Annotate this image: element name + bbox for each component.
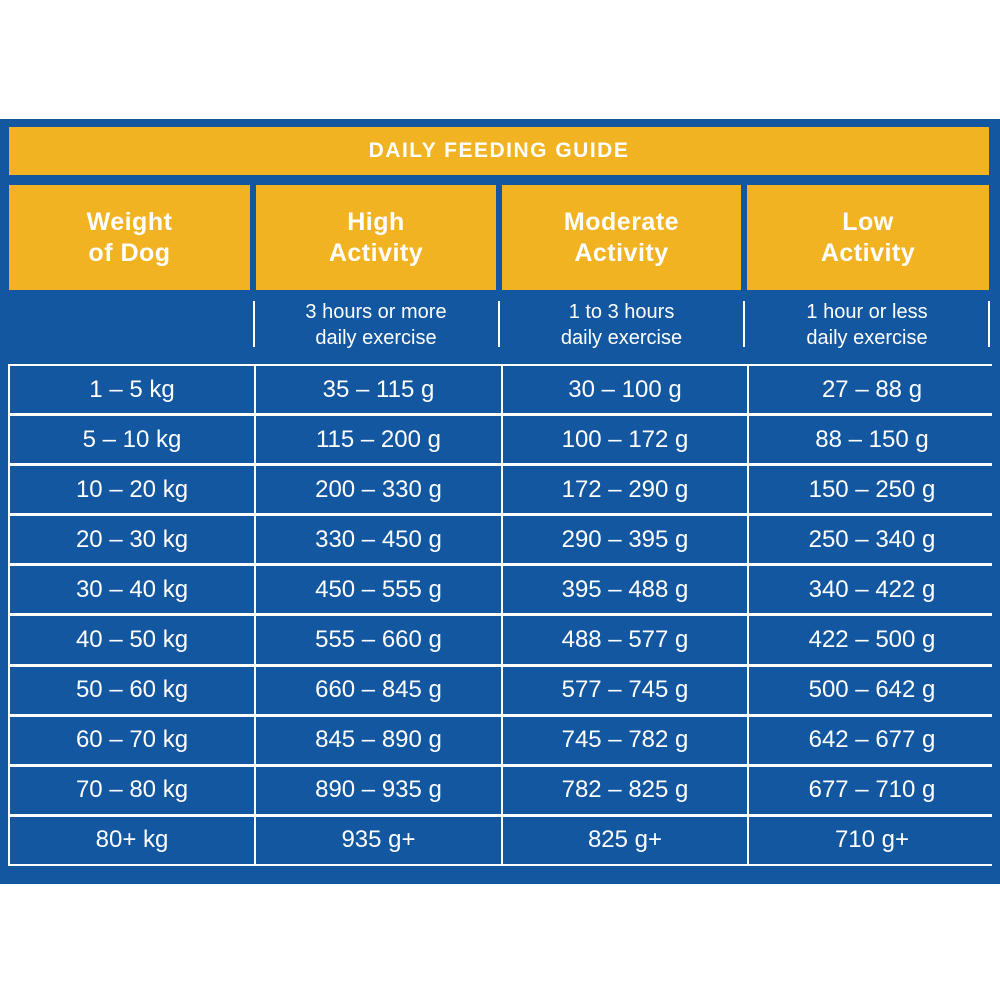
cell-low: 642 – 677 g: [749, 716, 995, 764]
cell-low: 710 g+: [749, 816, 995, 864]
header-low-line1: Low: [842, 207, 894, 236]
cell-moderate: 395 – 488 g: [503, 566, 747, 614]
cell-low: 27 – 88 g: [749, 366, 995, 414]
cell-weight: 20 – 30 kg: [10, 516, 254, 564]
cell-moderate: 100 – 172 g: [503, 416, 747, 464]
subheader-high-line1: 3 hours or more: [305, 301, 447, 323]
subheader-moderate-line1: 1 to 3 hours: [568, 301, 675, 323]
cell-weight: 1 – 5 kg: [10, 366, 254, 414]
header-high-line1: High: [347, 207, 405, 236]
cell-moderate: 825 g+: [503, 816, 747, 864]
header-weight-line2: of Dog: [88, 238, 171, 267]
cell-high: 890 – 935 g: [256, 766, 501, 814]
cell-low: 250 – 340 g: [749, 516, 995, 564]
cell-weight: 10 – 20 kg: [10, 466, 254, 514]
header-weight: Weight of Dog: [9, 185, 250, 290]
cell-weight: 70 – 80 kg: [10, 766, 254, 814]
header-moderate-activity: Moderate Activity: [502, 185, 741, 290]
cell-moderate: 30 – 100 g: [503, 366, 747, 414]
cell-high: 555 – 660 g: [256, 616, 501, 664]
cell-high: 200 – 330 g: [256, 466, 501, 514]
cell-weight: 80+ kg: [10, 816, 254, 864]
subheader-divider: [253, 301, 255, 347]
subheader-moderate-line2: daily exercise: [560, 327, 683, 349]
subheader-moderate: 1 to 3 hours daily exercise: [502, 300, 741, 350]
feeding-table: 1 – 5 kg 35 – 115 g 30 – 100 g 27 – 88 g…: [8, 364, 995, 866]
subheader-divider: [988, 301, 990, 347]
cell-weight: 30 – 40 kg: [10, 566, 254, 614]
header-moderate-line2: Activity: [574, 238, 669, 267]
subheader-low: 1 hour or less daily exercise: [747, 300, 987, 350]
cell-low: 88 – 150 g: [749, 416, 995, 464]
cell-weight: 5 – 10 kg: [10, 416, 254, 464]
cell-moderate: 172 – 290 g: [503, 466, 747, 514]
cell-weight: 40 – 50 kg: [10, 616, 254, 664]
cell-moderate: 488 – 577 g: [503, 616, 747, 664]
subheader-divider: [498, 301, 500, 347]
cell-moderate: 290 – 395 g: [503, 516, 747, 564]
cell-moderate: 782 – 825 g: [503, 766, 747, 814]
header-high-activity: High Activity: [256, 185, 496, 290]
header-low-activity: Low Activity: [747, 185, 989, 290]
cell-high: 450 – 555 g: [256, 566, 501, 614]
cell-weight: 60 – 70 kg: [10, 716, 254, 764]
cell-low: 150 – 250 g: [749, 466, 995, 514]
cell-low: 500 – 642 g: [749, 666, 995, 714]
cell-high: 330 – 450 g: [256, 516, 501, 564]
cell-weight: 50 – 60 kg: [10, 666, 254, 714]
header-weight-line1: Weight: [86, 207, 173, 236]
cell-low: 422 – 500 g: [749, 616, 995, 664]
header-high-line2: Activity: [328, 238, 424, 267]
feeding-guide-title: DAILY FEEDING GUIDE: [9, 127, 989, 175]
cell-high: 115 – 200 g: [256, 416, 501, 464]
subheader-low-line1: 1 hour or less: [806, 301, 928, 323]
subheader-high: 3 hours or more daily exercise: [256, 300, 496, 350]
cell-low: 677 – 710 g: [749, 766, 995, 814]
header-low-line2: Activity: [820, 238, 916, 267]
cell-high: 660 – 845 g: [256, 666, 501, 714]
cell-moderate: 745 – 782 g: [503, 716, 747, 764]
subheader-high-line2: daily exercise: [315, 327, 437, 349]
subheader-divider: [743, 301, 745, 347]
cell-moderate: 577 – 745 g: [503, 666, 747, 714]
subheader-low-line2: daily exercise: [806, 327, 928, 349]
cell-high: 935 g+: [256, 816, 501, 864]
header-moderate-line1: Moderate: [563, 207, 680, 236]
cell-low: 340 – 422 g: [749, 566, 995, 614]
cell-high: 845 – 890 g: [256, 716, 501, 764]
cell-high: 35 – 115 g: [256, 366, 501, 414]
